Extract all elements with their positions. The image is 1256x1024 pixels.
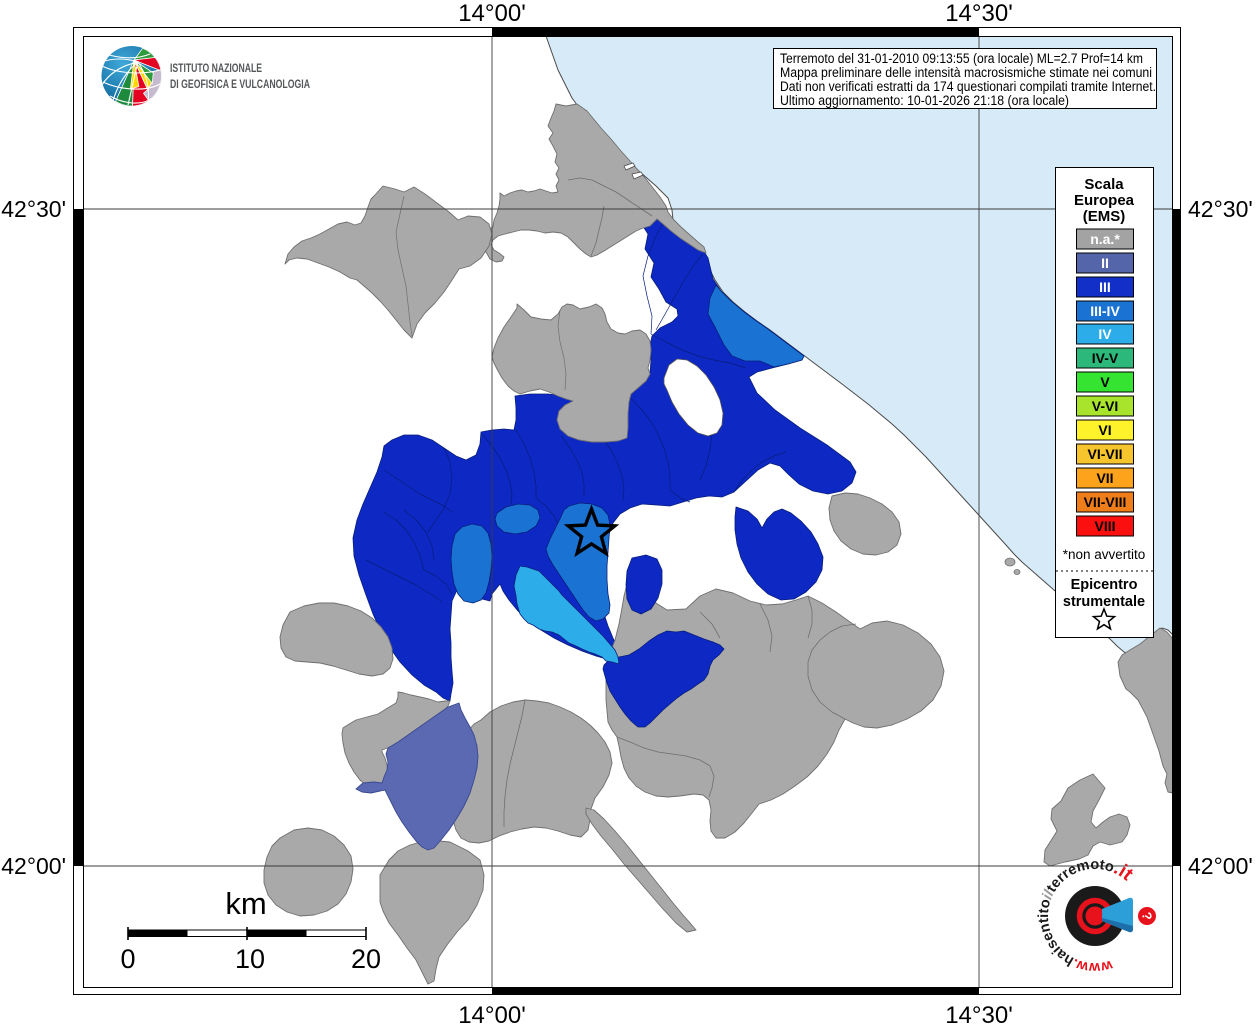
svg-text:VII-VIII: VII-VIII [1084,494,1127,510]
svg-text:VII: VII [1096,470,1113,486]
svg-text:42°00': 42°00' [1,853,66,879]
svg-text:km: km [225,886,266,921]
svg-text:III-IV: III-IV [1090,303,1120,319]
svg-text:ISTITUTO NAZIONALE: ISTITUTO NAZIONALE [170,61,262,75]
svg-text:42°30': 42°30' [1188,196,1253,222]
svg-text:II: II [1101,255,1109,271]
svg-text:Europea: Europea [1074,192,1135,209]
svg-text:VI-VII: VI-VII [1087,446,1122,462]
svg-text:20: 20 [351,944,381,974]
svg-text:14°00': 14°00' [458,0,526,27]
svg-text:42°00': 42°00' [1188,853,1253,879]
svg-text:IV: IV [1098,326,1112,342]
svg-text:Dati non verificati estratti d: Dati non verificati estratti da 174 ques… [780,79,1156,94]
svg-text:?: ? [1139,911,1155,921]
svg-text:VIII: VIII [1094,518,1115,534]
svg-text:DI GEOFISICA E VULCANOLOGIA: DI GEOFISICA E VULCANOLOGIA [170,77,310,91]
svg-text:V: V [1100,374,1110,390]
svg-text:0: 0 [120,944,135,974]
svg-text:n.a.*: n.a.* [1090,231,1120,247]
svg-text:Scala: Scala [1084,176,1124,193]
svg-text:V-VI: V-VI [1092,398,1118,414]
svg-text:(EMS): (EMS) [1083,208,1126,225]
svg-text:42°30': 42°30' [1,196,66,222]
svg-text:Terremoto del 31-01-2010 09:13: Terremoto del 31-01-2010 09:13:55 (ora l… [780,51,1143,66]
svg-text:14°30': 14°30' [945,0,1013,27]
svg-text:Epicentro: Epicentro [1071,577,1138,593]
svg-text:14°30': 14°30' [945,1002,1013,1024]
svg-text:10: 10 [235,944,265,974]
svg-text:Ultimo aggiornamento: 10-01-20: Ultimo aggiornamento: 10-01-2026 21:18 (… [780,93,1069,108]
svg-text:strumentale: strumentale [1063,594,1145,610]
svg-text:III: III [1099,279,1111,295]
svg-text:14°00': 14°00' [458,1002,526,1024]
svg-text:*non avvertito: *non avvertito [1063,547,1146,562]
svg-text:VI: VI [1098,422,1111,438]
svg-text:IV-V: IV-V [1092,350,1119,366]
svg-text:Mappa preliminare delle intens: Mappa preliminare delle intensità macros… [780,65,1152,80]
